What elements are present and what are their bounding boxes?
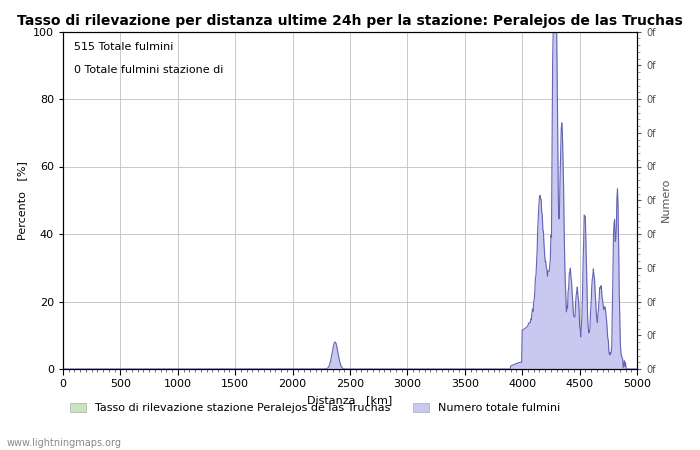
Y-axis label: Numero: Numero [661,178,671,222]
X-axis label: Distanza   [km]: Distanza [km] [307,395,393,405]
Text: 515 Totale fulmini: 515 Totale fulmini [74,42,174,52]
Title: Tasso di rilevazione per distanza ultime 24h per la stazione: Peralejos de las T: Tasso di rilevazione per distanza ultime… [17,14,683,27]
Y-axis label: Percento   [%]: Percento [%] [18,161,27,240]
Text: 0 Totale fulmini stazione di: 0 Totale fulmini stazione di [74,65,224,75]
Text: www.lightningmaps.org: www.lightningmaps.org [7,438,122,448]
Legend: Tasso di rilevazione stazione Peralejos de las Truchas, Numero totale fulmini: Tasso di rilevazione stazione Peralejos … [65,398,565,418]
